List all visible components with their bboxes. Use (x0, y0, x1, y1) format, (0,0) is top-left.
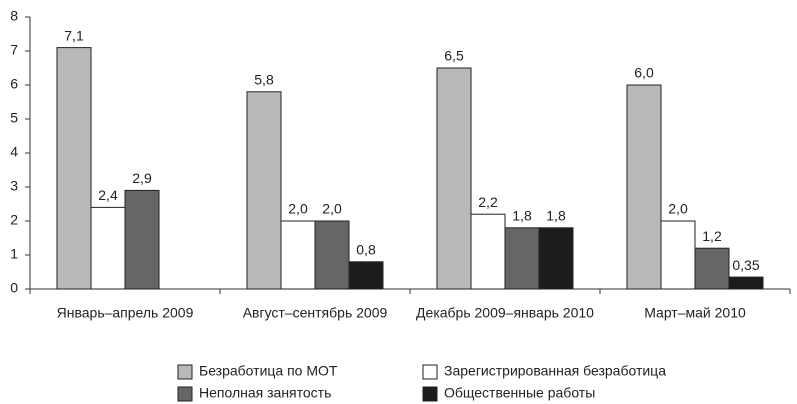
value-label: 1,2 (702, 228, 722, 244)
x-tick-label: Декабрь 2009–январь 2010 (416, 305, 594, 321)
bar (660, 220, 696, 290)
value-label: 0,35 (732, 257, 759, 273)
legend-swatch (177, 386, 193, 402)
legend-label: Общественные работы (444, 385, 595, 401)
bar (728, 276, 764, 290)
bar (694, 247, 730, 290)
y-tick-label: 5 (10, 110, 18, 126)
legend-swatch (422, 364, 438, 380)
value-label: 6,5 (444, 48, 464, 64)
y-tick-label: 2 (10, 212, 18, 228)
value-label: 2,4 (98, 187, 118, 203)
value-label: 1,8 (546, 208, 566, 224)
value-label: 2,9 (132, 170, 152, 186)
bar (280, 220, 316, 290)
legend-label: Неполная занятость (199, 385, 331, 401)
value-label: 7,1 (64, 27, 84, 43)
legend-swatch (422, 386, 438, 402)
value-label: 2,0 (288, 201, 308, 217)
bar (56, 47, 92, 290)
value-label: 6,0 (634, 65, 654, 81)
value-label: 2,2 (478, 194, 498, 210)
y-tick-label: 3 (10, 178, 18, 194)
bar (124, 189, 160, 290)
bar (470, 213, 506, 290)
bar (348, 261, 384, 290)
bar (246, 91, 282, 290)
y-tick-label: 0 (10, 280, 18, 296)
bar (436, 67, 472, 290)
y-tick-label: 1 (10, 246, 18, 262)
value-label: 5,8 (254, 72, 274, 88)
value-label: 2,0 (668, 201, 688, 217)
bar (314, 220, 350, 290)
value-label: 0,8 (356, 242, 376, 258)
bar (90, 206, 126, 290)
legend-swatch (177, 364, 193, 380)
y-tick-label: 4 (10, 144, 18, 160)
legend-label: Зарегистрированная безработица (444, 363, 666, 379)
y-tick-label: 8 (10, 8, 18, 24)
x-tick-label: Январь–апрель 2009 (57, 305, 194, 321)
x-tick-label: Март–май 2010 (644, 305, 746, 321)
bar (504, 227, 540, 290)
y-tick-label: 6 (10, 76, 18, 92)
value-label: 2,0 (322, 201, 342, 217)
value-label: 1,8 (512, 208, 532, 224)
bar (626, 84, 662, 290)
y-tick-label: 7 (10, 42, 18, 58)
legend-label: Безработица по МОТ (199, 363, 338, 379)
x-tick-label: Август–сентябрь 2009 (243, 305, 388, 321)
bar (538, 227, 574, 290)
